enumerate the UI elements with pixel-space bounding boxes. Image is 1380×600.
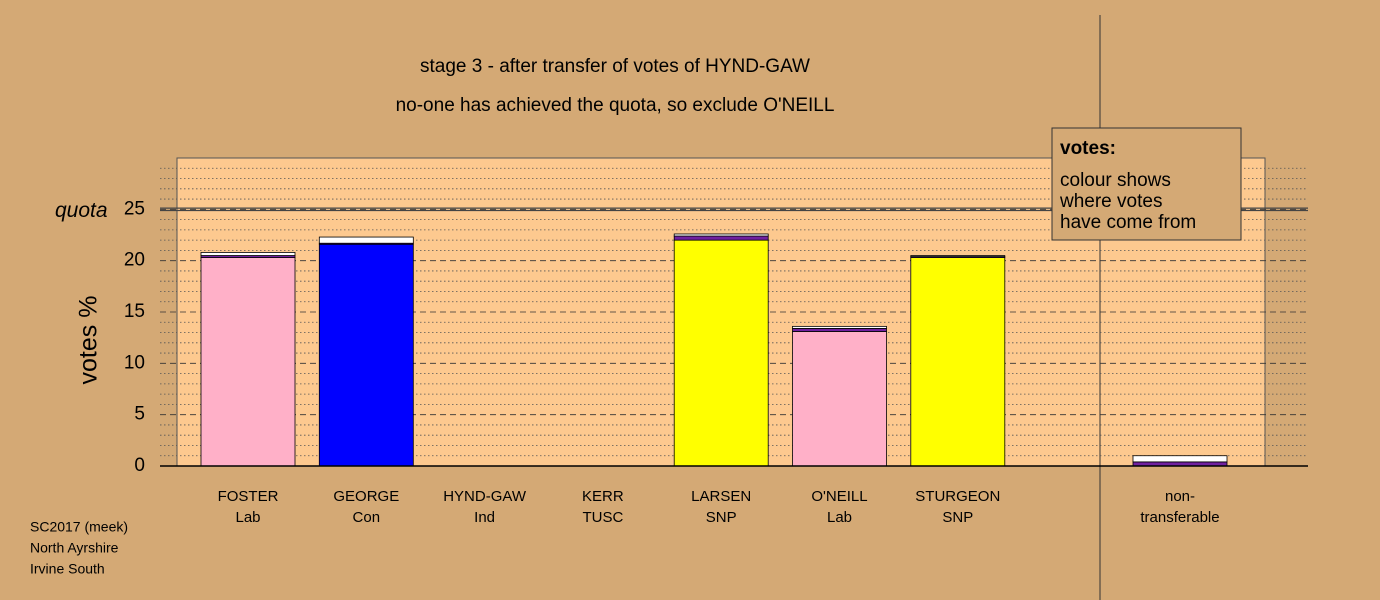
legend-box (1051, 127, 1242, 241)
x-tick-label: FOSTER (218, 488, 279, 505)
x-tick-label: non- (1165, 488, 1195, 505)
x-tick-label: Con (353, 509, 381, 526)
x-tick-label: Lab (827, 509, 852, 526)
bar-segment (910, 255, 1006, 257)
bar-segment (792, 331, 887, 467)
y-tick-label: 15 (124, 301, 145, 322)
bar-segment (673, 233, 769, 237)
bar-segment (792, 328, 887, 332)
bar-segment (910, 257, 1006, 467)
bar-segment (200, 257, 296, 467)
legend-line: colour shows (1060, 170, 1171, 191)
x-tick-label: transferable (1140, 509, 1219, 526)
legend-title: votes: (1060, 138, 1116, 159)
chart-title: stage 3 - after transfer of votes of HYN… (420, 56, 810, 77)
footer-line: Irvine South (30, 561, 105, 577)
bar-segment (1132, 455, 1228, 463)
y-tick-label: 10 (124, 352, 145, 373)
y-tick-label: 20 (124, 250, 145, 271)
x-tick-label: HYND-GAW (443, 488, 527, 505)
bar-segment (673, 235, 769, 241)
y-axis-label: votes % (75, 296, 103, 385)
x-tick-label: Ind (474, 509, 495, 526)
x-tick-label: O'NEILL (811, 488, 867, 505)
bar-segment (792, 325, 887, 329)
x-tick-label: GEORGE (333, 488, 399, 505)
x-tick-label: SNP (942, 509, 973, 526)
bars (200, 233, 1228, 467)
x-tick-label: LARSEN (691, 488, 751, 505)
quota-label: quota (55, 199, 108, 222)
footer-line: SC2017 (meek) (30, 519, 128, 535)
y-tick-label: 25 (124, 198, 145, 219)
x-tick-label: TUSC (582, 509, 623, 526)
x-tick-label: KERR (582, 488, 624, 505)
x-tick-label: Lab (235, 509, 260, 526)
legend-line: where votes (1059, 191, 1162, 212)
bar-segment (318, 236, 414, 244)
bar-segment (318, 243, 414, 467)
x-tick-label: STURGEON (915, 488, 1000, 505)
chart-subtitle: no-one has achieved the quota, so exclud… (396, 95, 835, 116)
y-tick-label: 0 (134, 455, 145, 476)
legend-line: have come from (1060, 212, 1196, 233)
y-tick-label: 5 (134, 404, 145, 425)
bar-segment (200, 252, 296, 256)
x-tick-label: SNP (706, 509, 737, 526)
bar-segment (673, 239, 769, 467)
footer-line: North Ayrshire (30, 540, 119, 556)
